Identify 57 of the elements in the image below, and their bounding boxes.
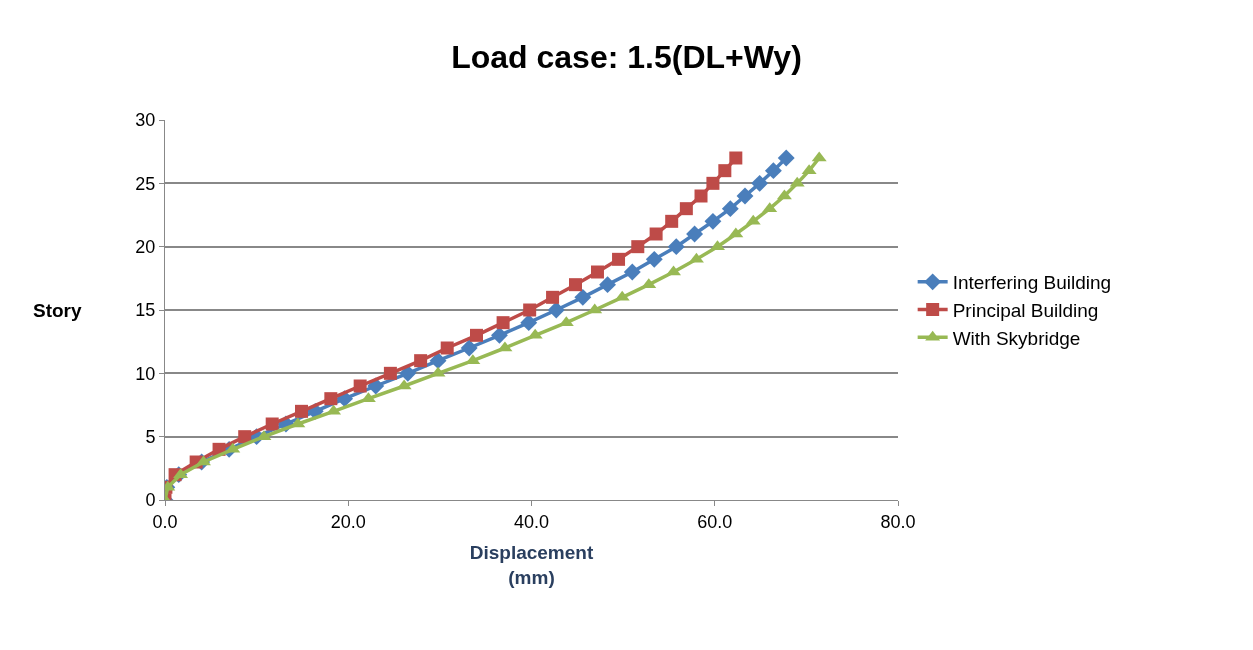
point	[568, 278, 582, 292]
x-tick-label: 80.0	[880, 511, 916, 532]
chart-title: Load case: 1.5(DL+Wy)	[451, 38, 802, 75]
point	[777, 149, 795, 167]
point	[414, 354, 428, 368]
point	[523, 303, 537, 317]
point	[718, 164, 732, 178]
point	[590, 265, 604, 279]
y-tick-label: 15	[135, 300, 156, 321]
legend-label: Interfering Building	[952, 272, 1112, 294]
x-tick-label: 60.0	[697, 511, 733, 532]
y-tick-label: 10	[135, 363, 156, 384]
y-tick-label: 5	[145, 426, 156, 447]
y-tick-label: 0	[145, 490, 156, 511]
point	[574, 288, 592, 306]
point	[440, 341, 454, 355]
point	[694, 189, 708, 203]
point	[383, 366, 397, 380]
point	[295, 404, 309, 418]
point	[729, 151, 743, 165]
point	[324, 392, 338, 406]
point	[460, 339, 478, 357]
point	[764, 162, 782, 180]
point	[645, 250, 663, 268]
point	[547, 301, 565, 319]
point	[623, 263, 641, 281]
legend-label: With Skybridge	[952, 327, 1081, 349]
point	[599, 276, 616, 294]
point	[496, 316, 510, 330]
point	[265, 417, 279, 431]
point	[238, 430, 252, 444]
point	[612, 252, 626, 266]
point	[751, 174, 769, 192]
point	[520, 314, 538, 332]
point	[546, 290, 560, 304]
point	[679, 202, 693, 216]
point	[665, 214, 679, 228]
point	[667, 238, 685, 256]
point	[686, 225, 704, 243]
y-tick-label: 25	[135, 173, 156, 194]
point	[649, 227, 663, 241]
legend-label: Principal Building	[952, 299, 1099, 321]
point	[704, 212, 722, 230]
point	[721, 200, 739, 218]
y-axis-title: Story	[33, 300, 82, 321]
point	[706, 176, 720, 190]
point	[429, 352, 447, 370]
x-axis-title: Displacement (mm)	[469, 542, 594, 589]
x-tick-label: 20.0	[330, 511, 366, 532]
x-tick-label: 40.0	[513, 511, 550, 532]
point	[736, 187, 754, 205]
y-tick-label: 30	[135, 110, 156, 131]
point	[470, 328, 484, 342]
point	[353, 379, 367, 393]
point	[631, 240, 645, 254]
y-tick-label: 20	[135, 236, 156, 257]
x-tick-label: 0.0	[152, 511, 178, 532]
